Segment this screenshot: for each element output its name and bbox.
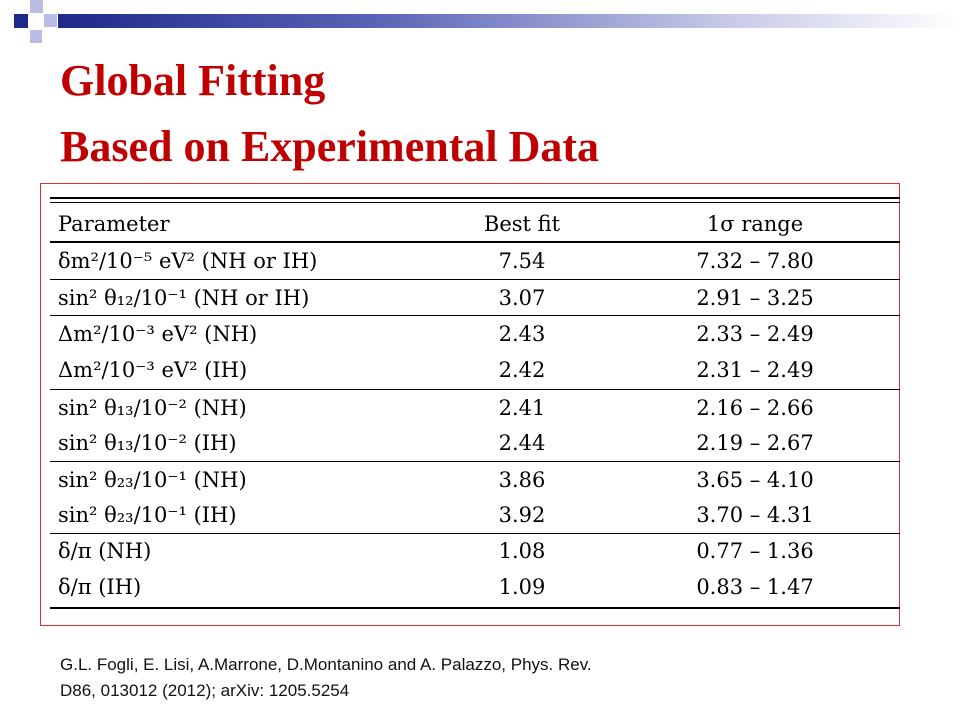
table-row-parameter: sin² θ₁₃/10⁻² (NH)	[58, 396, 247, 420]
table-row-best-fit: 1.08	[498, 539, 546, 563]
table-row-best-fit: 2.41	[498, 396, 546, 420]
table-row-range: 7.32 – 7.80	[696, 249, 814, 273]
table-header-rule	[50, 241, 900, 243]
table-row-range: 2.33 – 2.49	[696, 322, 814, 346]
table-row-range: 0.77 – 1.36	[696, 539, 814, 563]
decor-square-light	[44, 14, 57, 27]
table-top-rule	[50, 202, 900, 203]
table-row-parameter: sin² θ₁₂/10⁻¹ (NH or IH)	[58, 286, 310, 310]
citation: G.L. Fogli, E. Lisi, A.Marrone, D.Montan…	[60, 652, 880, 704]
column-header-parameter: Parameter	[58, 212, 170, 236]
table-row-range: 2.91 – 3.25	[696, 286, 814, 310]
citation-line: G.L. Fogli, E. Lisi, A.Marrone, D.Montan…	[60, 655, 592, 674]
table-row-best-fit: 3.86	[498, 468, 546, 492]
decor-square-dark	[14, 14, 28, 28]
table-row-parameter: sin² θ₂₃/10⁻¹ (NH)	[58, 468, 247, 492]
table-group-rule	[50, 315, 900, 316]
table-row-best-fit: 1.09	[498, 575, 546, 599]
table-row-parameter: Δm²/10⁻³ eV² (NH)	[58, 322, 258, 346]
table-group-rule	[50, 533, 900, 534]
table-row-parameter: δ/π (NH)	[58, 539, 152, 563]
table-group-rule	[50, 461, 900, 462]
table-row-range: 3.70 – 4.31	[696, 503, 814, 527]
table-row-range: 2.31 – 2.49	[696, 358, 814, 382]
table-row-parameter: δm²/10⁻⁵ eV² (NH or IH)	[58, 249, 318, 273]
table-row-best-fit: 2.42	[498, 358, 546, 382]
slide-title-line1: Global Fitting	[60, 56, 326, 105]
table-row-parameter: Δm²/10⁻³ eV² (IH)	[58, 358, 248, 382]
citation-line: D86, 013012 (2012); arXiv: 1205.5254	[60, 681, 350, 700]
table-row-range: 2.19 – 2.67	[696, 431, 814, 455]
table-row-best-fit: 3.07	[498, 286, 546, 310]
slide-title-line2: Based on Experimental Data	[60, 122, 599, 171]
table-row-parameter: sin² θ₂₃/10⁻¹ (IH)	[58, 503, 237, 527]
decor-square-light	[30, 30, 42, 43]
parameter-table-frame	[40, 183, 900, 626]
table-row-best-fit: 3.92	[498, 503, 546, 527]
table-row-range: 2.16 – 2.66	[696, 396, 814, 420]
table-row-range: 0.83 – 1.47	[696, 575, 814, 599]
header-gradient-bar	[58, 14, 960, 28]
table-bottom-rule	[50, 607, 900, 609]
column-header-best-fit: Best fit	[483, 212, 561, 236]
table-row-best-fit: 2.43	[498, 322, 546, 346]
table-top-rule	[50, 197, 900, 199]
table-group-rule	[50, 389, 900, 390]
table-row-parameter: δ/π (IH)	[58, 575, 142, 599]
table-row-best-fit: 7.54	[498, 249, 546, 273]
table-row-range: 3.65 – 4.10	[696, 468, 814, 492]
column-header-range: 1σ range	[706, 212, 804, 236]
table-row-parameter: sin² θ₁₃/10⁻² (IH)	[58, 431, 237, 455]
table-group-rule	[50, 279, 900, 280]
decor-square-light	[30, 0, 43, 13]
table-row-best-fit: 2.44	[498, 431, 546, 455]
